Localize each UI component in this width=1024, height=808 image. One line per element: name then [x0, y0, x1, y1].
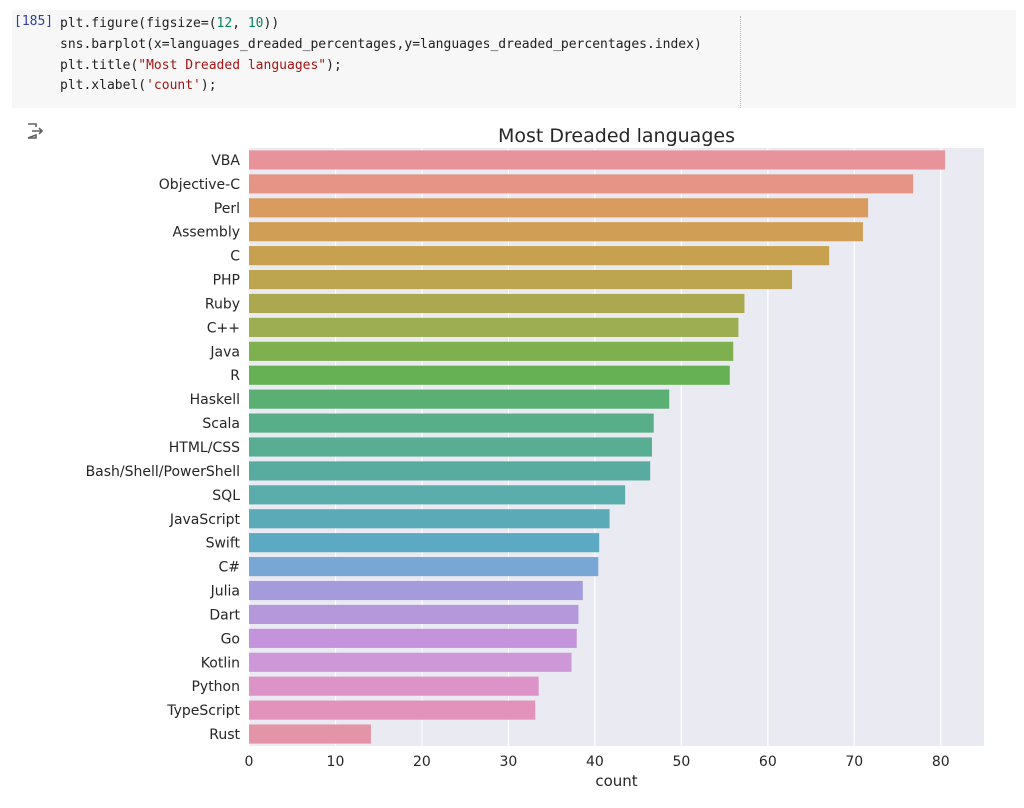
y-tick-label: Objective-C — [159, 177, 240, 193]
bar — [249, 485, 626, 505]
y-tick-label: Rust — [209, 727, 240, 743]
y-tick-label: C++ — [207, 320, 240, 336]
x-tick-label: 20 — [413, 754, 431, 770]
bar — [249, 269, 793, 290]
y-tick-label: Assembly — [173, 225, 240, 241]
execution-count: [185] — [14, 14, 54, 29]
code-line: sns.barplot(x=languages_dreaded_percenta… — [60, 36, 702, 52]
bar — [249, 413, 654, 433]
x-tick-label: 50 — [672, 754, 690, 770]
output-arrow-icon[interactable] — [26, 122, 44, 140]
y-tick-label: Scala — [202, 416, 240, 432]
y-tick-label: HTML/CSS — [169, 440, 240, 456]
x-tick-label: 60 — [759, 754, 777, 770]
y-tick-label: Kotlin — [201, 655, 240, 671]
y-tick-label: C# — [218, 560, 240, 576]
bar — [249, 341, 734, 361]
bar — [249, 557, 599, 577]
bar — [249, 628, 577, 648]
bar — [249, 724, 371, 744]
bar — [249, 676, 539, 696]
bars — [249, 150, 946, 744]
bar — [249, 150, 946, 170]
y-tick-label: Java — [209, 344, 240, 360]
y-tick-label: Swift — [206, 536, 241, 552]
code-editor[interactable]: plt.figure(figsize=(12, 10)) sns.barplot… — [60, 14, 702, 97]
x-axis-label: count — [595, 772, 637, 790]
bar — [249, 222, 863, 242]
x-tick-label: 40 — [586, 754, 604, 770]
bar — [249, 461, 651, 481]
y-tick-label: PHP — [213, 273, 240, 289]
bar — [249, 389, 670, 409]
code-cell[interactable]: [185] plt.figure(figsize=(12, 10)) sns.b… — [12, 10, 1016, 108]
y-tick-labels: VBA Objective-C Perl Assembly C PHP Ruby C++ Jav… — [86, 153, 241, 743]
y-tick-label: JavaScript — [169, 512, 241, 528]
bar — [249, 246, 830, 266]
x-tick-label: 0 — [245, 754, 254, 770]
y-tick-label: Julia — [210, 584, 240, 600]
bar — [249, 509, 610, 529]
bar — [249, 700, 536, 720]
chart-title: Most Dreaded languages — [498, 125, 735, 147]
x-tick-label: 30 — [499, 754, 517, 770]
y-tick-label: Perl — [214, 201, 240, 217]
y-tick-label: C — [230, 249, 240, 265]
bar — [249, 198, 869, 218]
y-tick-label: Dart — [209, 607, 240, 623]
bar — [249, 437, 652, 457]
bar — [249, 604, 579, 625]
y-tick-label: Ruby — [205, 296, 240, 312]
x-tick-label: 80 — [932, 754, 950, 770]
y-tick-label: SQL — [212, 488, 240, 504]
code-line: plt.figure(figsize=(12, 10)) — [60, 16, 280, 31]
code-line: plt.title("Most Dreaded languages"); — [60, 57, 342, 73]
bar — [249, 293, 745, 314]
x-tick-label: 10 — [327, 754, 345, 770]
x-tick-labels: 0 10 20 30 40 50 60 70 80 — [245, 754, 950, 770]
y-tick-label: Bash/Shell/PowerShell — [86, 464, 240, 480]
y-tick-label: Python — [191, 679, 240, 695]
y-tick-label: TypeScript — [166, 703, 240, 719]
bar — [249, 174, 914, 194]
bar — [249, 652, 572, 672]
bar-chart: VBA Objective-C Perl Assembly C PHP Ruby C++ Jav… — [86, 125, 984, 790]
line-length-ruler — [740, 16, 741, 108]
bar — [249, 365, 730, 385]
code-line: plt.xlabel('count'); — [60, 78, 217, 94]
y-tick-label: Go — [221, 631, 240, 647]
y-tick-label: Haskell — [190, 392, 240, 408]
y-tick-label: VBA — [211, 153, 240, 169]
bar — [249, 317, 739, 337]
x-tick-label: 70 — [845, 754, 863, 770]
bar — [249, 533, 600, 553]
bar — [249, 580, 583, 601]
y-tick-label: R — [230, 368, 240, 384]
